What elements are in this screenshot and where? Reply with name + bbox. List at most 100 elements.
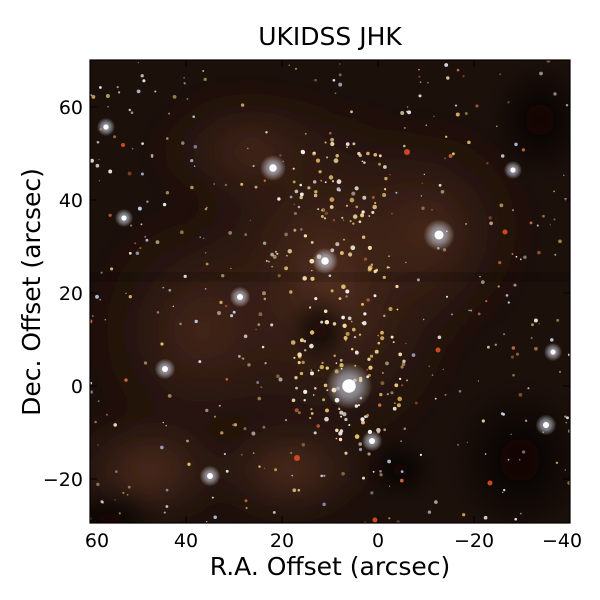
star xyxy=(318,170,322,174)
y-tick-label: 60 xyxy=(59,97,83,119)
star xyxy=(190,158,194,163)
star xyxy=(251,431,256,436)
star xyxy=(223,452,227,456)
star xyxy=(202,237,205,240)
star xyxy=(355,350,359,354)
star xyxy=(295,386,298,390)
star xyxy=(494,343,497,346)
star xyxy=(527,387,530,390)
astronomical-image xyxy=(90,60,570,523)
star xyxy=(479,275,481,278)
star xyxy=(521,148,526,152)
star xyxy=(437,335,442,340)
star xyxy=(104,319,107,321)
star xyxy=(297,352,302,357)
star xyxy=(313,431,317,435)
star xyxy=(468,309,470,312)
star xyxy=(502,332,506,336)
star xyxy=(379,469,382,473)
star xyxy=(427,82,429,84)
star xyxy=(205,408,209,413)
star xyxy=(329,197,335,202)
star xyxy=(114,499,116,501)
star xyxy=(454,104,458,107)
star xyxy=(345,289,350,294)
star xyxy=(324,211,329,216)
star xyxy=(398,377,402,381)
star xyxy=(286,254,288,257)
star xyxy=(555,461,559,464)
star xyxy=(128,295,132,299)
star xyxy=(270,323,274,327)
star xyxy=(553,92,557,96)
star xyxy=(392,341,395,344)
star xyxy=(342,323,347,328)
star xyxy=(386,266,389,269)
star xyxy=(127,171,132,176)
star xyxy=(299,371,304,376)
star xyxy=(358,333,362,336)
dust-lanes xyxy=(90,60,570,523)
star xyxy=(317,208,320,211)
star xyxy=(451,152,455,156)
star xyxy=(361,420,365,425)
star xyxy=(263,179,266,182)
star xyxy=(442,368,444,371)
star xyxy=(213,415,217,418)
star xyxy=(361,210,365,214)
star xyxy=(240,182,244,186)
star xyxy=(531,323,534,327)
star xyxy=(499,73,501,75)
star xyxy=(451,313,453,316)
star xyxy=(481,419,485,423)
star xyxy=(311,269,313,272)
star xyxy=(364,415,367,419)
star xyxy=(247,147,249,150)
star xyxy=(435,347,441,353)
star xyxy=(396,308,399,311)
star xyxy=(366,151,370,156)
star xyxy=(351,191,356,196)
star xyxy=(400,470,404,473)
star xyxy=(118,512,121,515)
star xyxy=(165,191,170,195)
star xyxy=(386,393,389,396)
star xyxy=(367,357,371,362)
y-axis-label: Dec. Offset (arcsec) xyxy=(17,168,46,416)
star xyxy=(269,164,277,172)
star xyxy=(382,192,387,198)
star xyxy=(307,186,311,190)
star xyxy=(160,342,164,346)
star xyxy=(438,183,442,187)
star xyxy=(328,274,332,278)
star xyxy=(564,415,567,418)
star xyxy=(261,345,265,349)
star xyxy=(379,473,383,477)
star xyxy=(434,397,437,400)
star xyxy=(320,474,324,478)
star xyxy=(225,469,229,473)
star xyxy=(411,353,416,357)
star xyxy=(338,73,342,77)
star xyxy=(96,141,99,144)
star xyxy=(385,361,389,366)
star xyxy=(284,418,288,422)
star xyxy=(249,219,251,221)
star xyxy=(371,210,375,214)
star xyxy=(485,299,488,303)
star xyxy=(309,343,314,349)
star xyxy=(300,150,306,155)
star xyxy=(221,274,225,278)
star xyxy=(388,255,390,257)
star xyxy=(550,338,554,342)
star xyxy=(511,253,514,255)
star xyxy=(168,288,172,292)
star xyxy=(510,433,513,436)
star xyxy=(334,92,337,95)
star xyxy=(344,339,347,342)
star xyxy=(320,214,324,219)
star xyxy=(518,393,523,397)
star xyxy=(187,462,191,466)
star xyxy=(404,149,410,155)
